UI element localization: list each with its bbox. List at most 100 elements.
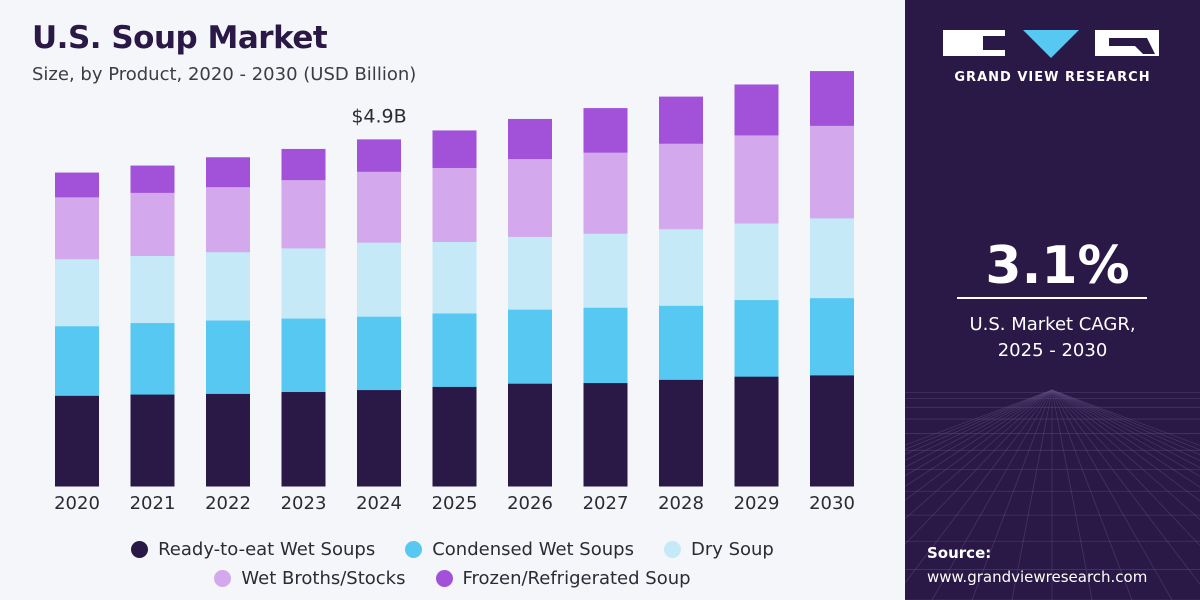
bar-segment-2020-1 — [55, 325, 99, 396]
bar-segment-2028-2 — [659, 228, 703, 306]
legend-row: Wet Broths/Stocks Frozen/Refrigerated Sou… — [0, 564, 905, 593]
x-tick-label: 2021 — [130, 493, 176, 514]
bar-segment-2026-3 — [508, 158, 552, 237]
bar-segment-2023-4 — [281, 148, 326, 181]
bar-segment-2024-0 — [357, 389, 401, 487]
legend-swatch — [405, 541, 423, 558]
bar-segment-2027-3 — [583, 152, 628, 234]
bar-segment-2020-3 — [55, 196, 99, 260]
grid-line — [905, 389, 1053, 455]
source-url: www.grandviewresearch.com — [927, 568, 1148, 586]
x-tick-label: 2026 — [507, 493, 553, 514]
grid-line — [1051, 389, 1200, 477]
legend-label: Frozen/Refrigerated Soup — [462, 568, 691, 589]
chart-panel: U.S. Soup Market Size, by Product, 2020 … — [0, 20, 905, 593]
grid-line — [905, 389, 1053, 450]
bar-segment-2026-0 — [508, 383, 552, 487]
bar-segment-2028-0 — [659, 379, 703, 487]
bar-segment-2029-2 — [734, 222, 779, 301]
x-tick-label: 2029 — [734, 493, 780, 514]
grid-line — [1051, 389, 1200, 469]
grid-line — [905, 389, 1053, 545]
bar-segment-2022-4 — [206, 157, 250, 188]
chart-subtitle: Size, by Product, 2020 - 2030 (USD Billi… — [32, 64, 417, 85]
bar-segment-2022-3 — [206, 186, 250, 253]
grid-line — [1051, 389, 1173, 600]
grid-line — [1051, 389, 1200, 502]
bar-segment-2029-4 — [734, 84, 779, 136]
bar-segment-2021-2 — [130, 255, 175, 324]
x-tick-label: 2027 — [583, 493, 629, 514]
grid-line — [1051, 389, 1200, 546]
bar-segment-2026-2 — [508, 236, 552, 310]
grid-line — [1051, 389, 1093, 600]
bar-segment-2025-3 — [432, 167, 477, 243]
bar-segment-2021-1 — [130, 322, 175, 395]
gvr-logo-icon — [943, 30, 1159, 58]
bar-segment-2025-2 — [432, 241, 477, 314]
bar-segment-2030-4 — [810, 71, 854, 126]
cagr-label-line-1: U.S. Market CAGR, — [969, 314, 1136, 335]
bar-segment-2021-0 — [130, 394, 175, 487]
bar-segment-2026-1 — [508, 309, 552, 384]
grid-line — [905, 389, 1053, 501]
x-tick-label: 2025 — [432, 493, 478, 514]
chart-legend: Ready-to-eat Wet Soups Condensed Wet Soup… — [0, 535, 905, 593]
x-tick-label: 2023 — [281, 493, 327, 514]
stacked-bar-chart: 2020 2021 2022 2023 2024 $4.9B 2025 2026 2027 202… — [54, 71, 855, 514]
legend-label: Dry Soup — [690, 539, 774, 560]
source-label: Source: — [927, 544, 992, 562]
bar-segment-2027-4 — [583, 108, 628, 153]
grid-line — [1051, 389, 1133, 600]
legend-swatch — [663, 541, 681, 558]
bar-segment-2029-1 — [734, 299, 779, 377]
legend-label: Ready-to-eat Wet Soups — [158, 539, 376, 560]
bar-segment-2024-2 — [357, 242, 401, 317]
grid-line — [905, 389, 1053, 461]
bar-segment-2028-1 — [659, 305, 703, 380]
data-label: $4.9B — [351, 105, 406, 127]
bar-segment-2024-1 — [357, 316, 401, 391]
summary-panel: GRAND VIEW RESEARCH 3.1% U.S. Market CAG… — [905, 0, 1200, 600]
legend-item: Dry Soup — [663, 539, 774, 560]
cagr-label: U.S. Market CAGR, 2025 - 2030 — [905, 312, 1200, 364]
bar-segment-2024-4 — [357, 139, 401, 172]
grid-line — [905, 389, 1053, 584]
perspective-grid-decoration — [905, 389, 1200, 600]
bar-segment-2028-4 — [659, 96, 703, 144]
bar-segment-2028-3 — [659, 143, 703, 230]
grid-line — [1051, 389, 1200, 451]
legend-label: Wet Broths/Stocks — [241, 568, 406, 589]
bar-segment-2020-0 — [55, 395, 99, 487]
legend-swatch — [131, 541, 149, 558]
bar-segment-2025-0 — [432, 386, 477, 487]
grid-line — [971, 389, 1053, 600]
grid-line — [1051, 389, 1200, 521]
grid-line — [1051, 389, 1200, 488]
legend-item: Wet Broths/Stocks — [214, 568, 406, 589]
bar-segment-2023-3 — [281, 179, 326, 249]
bar-segment-2022-2 — [206, 251, 250, 321]
bar-segment-2029-3 — [734, 134, 779, 224]
legend-swatch — [214, 570, 232, 587]
bar-segment-2027-0 — [583, 382, 628, 487]
bar-segment-2022-1 — [206, 320, 250, 394]
bar-segment-2025-4 — [432, 130, 477, 168]
bar-segment-2030-3 — [810, 125, 854, 219]
grid-line — [1051, 389, 1200, 446]
grid-line — [1051, 389, 1200, 456]
x-tick-label: 2030 — [809, 493, 855, 514]
grid-line — [931, 389, 1053, 600]
x-tick-label: 2020 — [54, 493, 100, 514]
bar-segment-2022-0 — [206, 393, 250, 487]
bar-segment-2021-3 — [130, 192, 175, 257]
grid-line — [1011, 389, 1053, 600]
bar-segment-2024-3 — [357, 171, 401, 243]
bar-segment-2020-4 — [55, 172, 99, 198]
grid-line — [1051, 389, 1200, 462]
grid-line — [905, 389, 1053, 487]
cagr-divider — [957, 297, 1147, 299]
bar-segment-2020-2 — [55, 258, 99, 327]
brand-name: GRAND VIEW RESEARCH — [954, 70, 1151, 85]
grid-line — [1051, 389, 1200, 585]
